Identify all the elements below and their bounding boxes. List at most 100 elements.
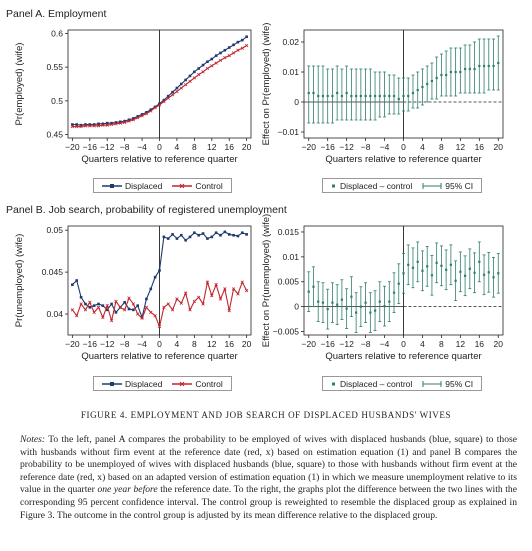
x-tick-label: −20 — [302, 142, 317, 152]
data-point-difference — [416, 88, 419, 92]
data-point-difference — [388, 94, 391, 98]
data-point-control — [118, 121, 122, 125]
data-point-displaced — [79, 295, 83, 299]
data-point-difference — [411, 266, 415, 269]
y-tick-label: −0.01 — [277, 127, 299, 137]
data-point-control — [122, 120, 127, 125]
data-point-control — [166, 302, 170, 306]
x-axis-label: Quarters relative to reference quarter — [325, 351, 481, 362]
x-tick-label: 12 — [207, 142, 217, 152]
data-point-displaced — [75, 123, 79, 126]
data-point-difference — [321, 301, 325, 304]
data-point-control — [183, 82, 188, 87]
data-point-control — [236, 48, 240, 52]
data-point-control — [153, 105, 157, 110]
employment-levels-chart: −20 −16 −12 −8 −4 0 4 8 12 16 20 0.45 0.5 0.55 0.6 Quar… — [14, 28, 252, 165]
data-point-difference — [326, 308, 329, 311]
data-point-control — [244, 288, 249, 293]
data-point-control — [96, 124, 101, 128]
data-point-displaced — [214, 54, 218, 57]
data-point-control — [210, 64, 214, 68]
x-tick-label: 4 — [175, 339, 180, 349]
data-point-control — [170, 93, 175, 97]
data-point-difference — [421, 85, 424, 89]
notes-text-2: the reference date. To the right, the gr… — [20, 484, 517, 521]
data-point-displaced — [105, 308, 109, 312]
data-point-difference — [482, 64, 486, 68]
x-tick-label: 16 — [224, 339, 234, 349]
legend-item-control-b: Control — [172, 379, 223, 389]
data-point-displaced — [114, 121, 118, 124]
data-point-displaced — [240, 38, 244, 42]
data-point-difference — [350, 94, 353, 98]
data-point-displaced — [219, 233, 222, 237]
x-tick-label: −8 — [361, 142, 371, 152]
data-point-difference — [378, 300, 381, 303]
x-tick-label: 16 — [224, 142, 234, 152]
data-point-displaced — [97, 302, 100, 306]
data-point-control — [175, 297, 179, 301]
data-point-displaced — [162, 98, 166, 102]
data-point-displaced — [193, 70, 196, 74]
x-tick-label: 4 — [175, 142, 180, 152]
data-point-control — [144, 112, 149, 116]
data-point-displaced — [114, 311, 118, 314]
x-tick-label: 0 — [401, 142, 406, 152]
data-point-control — [231, 287, 236, 291]
data-point-difference — [373, 309, 377, 312]
data-point-control — [79, 302, 83, 306]
data-point-difference — [440, 264, 443, 267]
x-tick-label: 0 — [401, 339, 406, 349]
legend-employment-effect: Displaced – control 95% CI — [322, 178, 483, 193]
data-point-difference — [449, 263, 452, 266]
x-tick-label: 8 — [439, 142, 444, 152]
x-tick-label: 20 — [494, 339, 504, 349]
data-point-displaced — [223, 48, 227, 52]
data-point-displaced — [166, 94, 170, 98]
x-tick-label: −16 — [83, 339, 98, 349]
data-point-difference — [336, 91, 339, 95]
data-point-control — [218, 58, 223, 63]
x-tick-label: 8 — [439, 339, 444, 349]
y-tick-label: 0.6 — [51, 28, 63, 38]
data-point-control — [236, 292, 240, 296]
data-point-control — [136, 312, 140, 316]
data-point-control — [101, 315, 105, 320]
data-point-control — [188, 308, 192, 312]
data-point-displaced — [88, 306, 92, 309]
data-point-difference — [312, 285, 315, 288]
x-tick-label: −4 — [137, 142, 147, 152]
data-point-difference — [317, 94, 320, 98]
data-point-control — [192, 299, 197, 304]
data-point-difference — [445, 268, 448, 271]
data-point-displaced — [149, 287, 153, 291]
data-point-difference — [492, 64, 495, 68]
data-point-difference — [416, 260, 419, 263]
x-tick-label: 12 — [456, 142, 466, 152]
data-point-displaced — [245, 35, 248, 39]
notes-text-1: To the left, panel A compares the probab… — [20, 434, 517, 496]
data-point-displaced — [149, 108, 153, 111]
data-point-control — [157, 324, 162, 329]
data-point-difference — [345, 91, 348, 95]
legend-item-control: Control — [172, 181, 223, 191]
legend-item-difference: Displaced – control — [331, 181, 412, 191]
legend-label-ci: 95% CI — [445, 180, 474, 191]
data-point-displaced — [245, 233, 248, 236]
x-tick-label: −20 — [65, 142, 80, 152]
data-point-displaced — [219, 51, 222, 55]
data-point-difference — [426, 265, 429, 268]
data-point-control — [214, 61, 218, 65]
x-tick-label: −16 — [83, 142, 98, 152]
data-point-displaced — [92, 304, 96, 307]
data-point-displaced — [193, 231, 196, 235]
data-point-control — [183, 291, 188, 295]
legend-item-difference-b: Displaced – control — [331, 379, 412, 389]
data-point-difference — [312, 91, 315, 95]
data-point-displaced — [118, 120, 122, 124]
data-point-difference — [369, 311, 372, 314]
data-point-difference — [326, 94, 329, 98]
data-point-displaced — [71, 123, 74, 126]
x-tick-label: −4 — [380, 339, 390, 349]
data-point-difference — [383, 305, 386, 308]
